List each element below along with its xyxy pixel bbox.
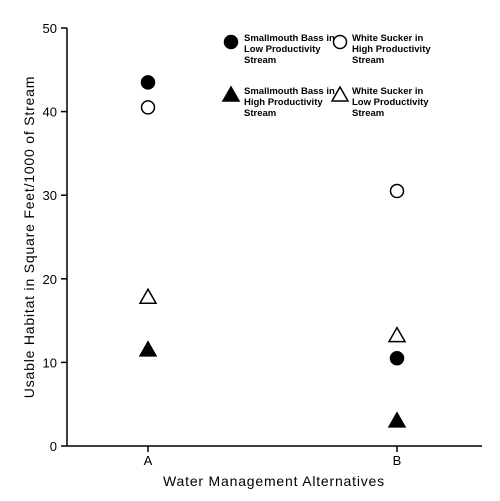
legend-marker — [223, 34, 239, 50]
y-tick-label: 50 — [43, 21, 57, 36]
data-point-series-1-a — [140, 75, 156, 90]
data-point-series-4-b — [387, 326, 407, 343]
legend-item: White Sucker in High Productivity Stream — [332, 33, 431, 66]
legend-marker — [330, 85, 350, 102]
data-point-series-2-b — [389, 183, 405, 199]
data-point-series-3-b — [387, 411, 407, 428]
legend-item: Smallmouth Bass in Low Productivity Stream — [223, 33, 335, 66]
legend: Smallmouth Bass in Low Productivity Stream… — [221, 33, 431, 119]
data-point-series-1-b — [389, 350, 405, 366]
y-axis-ticks: 0 10 20 30 40 50 — [43, 21, 67, 454]
legend-label: White Sucker in Low Productivity Stream — [352, 86, 429, 119]
legend-item: Smallmouth Bass in High Productivity Strea… — [221, 85, 335, 119]
x-tick-label: B — [393, 453, 402, 468]
y-tick-label: 10 — [43, 355, 57, 370]
y-tick-label: 40 — [43, 105, 57, 120]
legend-label: White Sucker in High Productivity Stream — [352, 33, 431, 66]
x-tick-label: A — [144, 453, 153, 468]
y-tick-label: 30 — [43, 188, 57, 203]
data-point-series-2-a — [140, 100, 156, 115]
legend-marker — [332, 34, 348, 50]
legend-label: Smallmouth Bass in Low Productivity Stream — [244, 33, 335, 66]
y-tick-label: 0 — [50, 439, 57, 454]
legend-label: Smallmouth Bass in High Productivity Strea… — [244, 86, 335, 119]
y-axis-title: Usable Habitat in Square Feet/1000 of St… — [21, 76, 37, 398]
data-points — [138, 75, 407, 428]
x-axis-title: Water Management Alternatives — [163, 473, 385, 489]
data-point-series-4-a — [138, 287, 158, 304]
legend-marker — [221, 85, 241, 102]
data-point-series-3-a — [138, 340, 158, 357]
y-tick-label: 20 — [43, 272, 57, 287]
legend-item: White Sucker in Low Productivity Stream — [330, 85, 429, 119]
